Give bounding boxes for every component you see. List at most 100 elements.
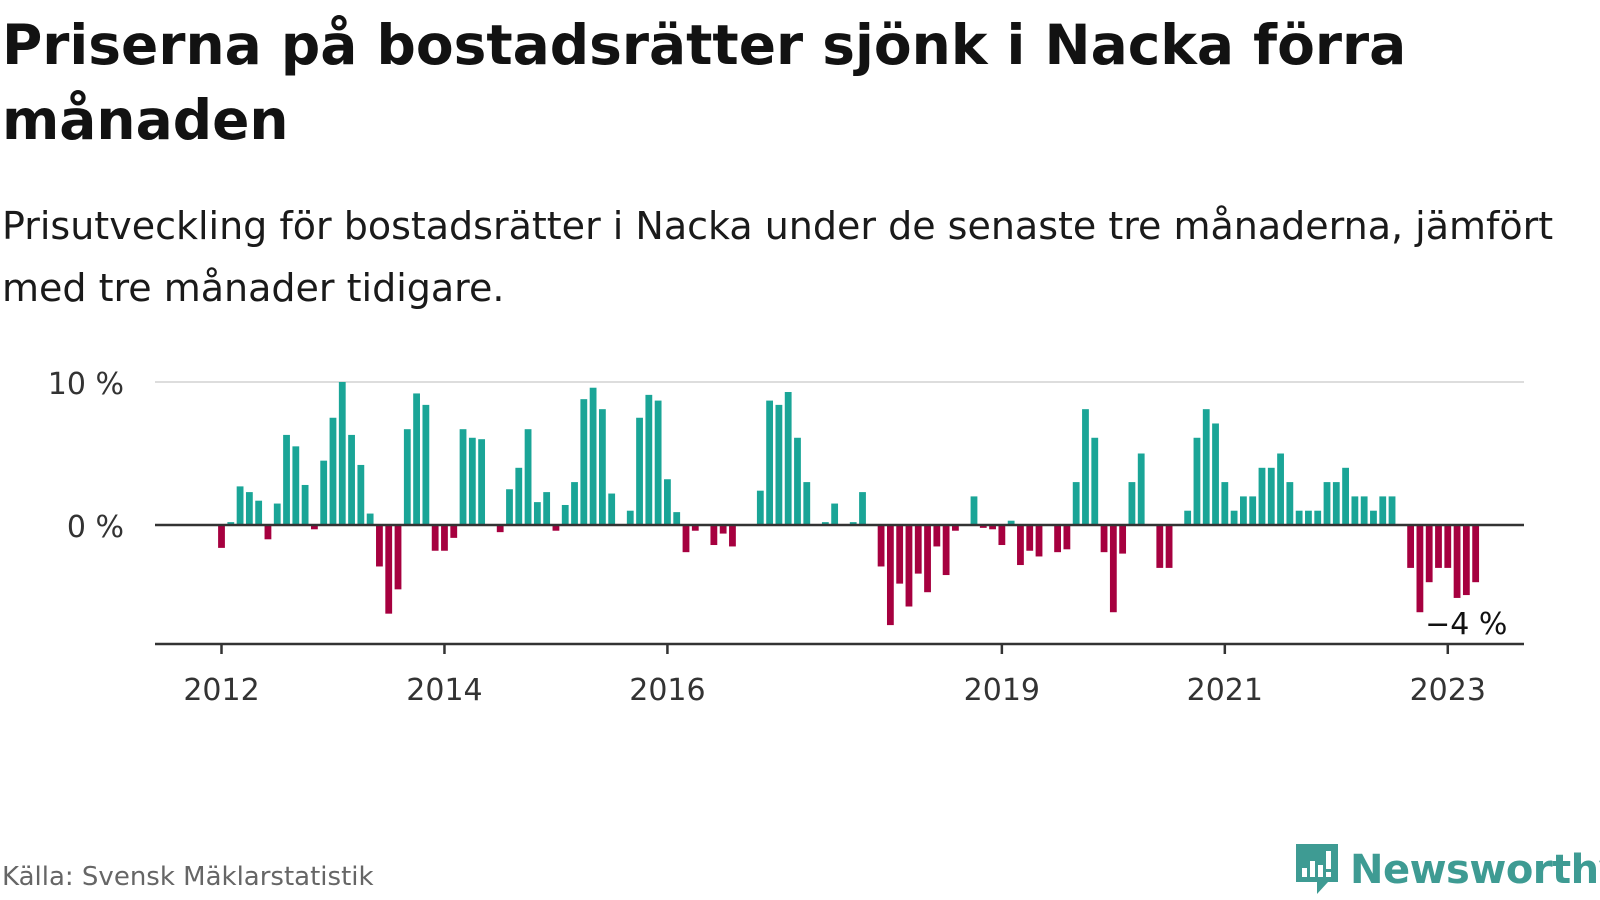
bar (1277, 453, 1284, 525)
x-tick-label: 2012 (183, 673, 259, 708)
bar (1128, 482, 1136, 525)
bar (784, 392, 792, 525)
bar (756, 490, 764, 525)
bar (1286, 482, 1294, 525)
bar (1425, 525, 1433, 583)
bar (1184, 510, 1192, 525)
bar (1119, 525, 1127, 554)
bar (952, 525, 959, 531)
bar (831, 503, 839, 525)
bar (403, 429, 411, 525)
bar (1370, 510, 1377, 525)
bar (338, 382, 346, 525)
bar (1342, 467, 1349, 525)
bar (283, 434, 290, 525)
bar (441, 525, 448, 551)
bar (1305, 510, 1312, 525)
bar (301, 484, 309, 525)
bar (515, 467, 523, 525)
bar (561, 504, 569, 525)
bar (1193, 437, 1201, 525)
y-tick-label: 0 % (67, 510, 124, 545)
bar (905, 525, 913, 607)
bar (849, 522, 857, 525)
bar (422, 404, 430, 525)
bar (998, 525, 1006, 546)
bar (1035, 525, 1043, 557)
bar (710, 525, 718, 546)
bar (1017, 525, 1024, 566)
bar (1212, 423, 1219, 525)
bar (1314, 510, 1322, 525)
bar (1258, 467, 1266, 525)
latest-value-label: −4 % (1425, 607, 1507, 642)
bar (608, 493, 616, 525)
bar (1267, 467, 1275, 525)
bar (552, 525, 560, 531)
bar (729, 525, 736, 547)
bar (533, 502, 541, 525)
bar (450, 525, 458, 538)
x-tick-label: 2016 (629, 673, 705, 708)
bar (218, 525, 225, 548)
bar (924, 525, 931, 593)
bar (989, 525, 996, 530)
bar (719, 525, 727, 534)
bar (385, 525, 393, 614)
bars (218, 382, 1480, 626)
bar (571, 482, 578, 525)
bar (273, 503, 281, 525)
bar (1109, 525, 1117, 613)
bar (877, 525, 885, 567)
bar (348, 434, 355, 525)
bar (859, 492, 866, 525)
bar (775, 404, 783, 525)
bar (1072, 482, 1080, 525)
bar (264, 525, 272, 540)
bar (468, 437, 476, 525)
bar (1063, 525, 1071, 550)
bar (1082, 409, 1089, 525)
bar (1462, 525, 1470, 596)
bar (431, 525, 439, 551)
y-axis-ticks: 0 % 10 % (48, 367, 124, 545)
bar (1100, 525, 1108, 553)
bar (1026, 525, 1034, 551)
bar-chart: 0 % 10 % 2012 2014 2016 2019 2021 2023 −4 % (48, 367, 1524, 708)
bar (1360, 496, 1368, 525)
bar (645, 394, 653, 525)
newsworthy-logo[interactable]: Newsworthy (1292, 842, 1600, 898)
bar (766, 400, 774, 525)
bar (1435, 525, 1442, 568)
bar (227, 522, 235, 525)
bar (589, 387, 597, 525)
chart-subtitle: Prisutveckling för bostadsrätter i Nacka… (2, 204, 1554, 310)
bar (636, 417, 643, 525)
bar (933, 525, 941, 547)
bar (1249, 496, 1257, 525)
bar (1388, 496, 1396, 525)
bar (329, 417, 337, 525)
x-tick-label: 2019 (964, 673, 1040, 708)
source-note: Källa: Svensk Mäklarstatistik (2, 862, 374, 892)
bar (1295, 510, 1303, 525)
bar (459, 429, 467, 525)
bar (1323, 482, 1331, 525)
bar (1202, 409, 1210, 525)
bar (979, 525, 987, 528)
bar (691, 525, 699, 531)
x-tick-label: 2021 (1187, 673, 1263, 708)
bar (255, 500, 263, 525)
bar (654, 400, 662, 525)
bar (942, 525, 950, 576)
bar (682, 525, 690, 553)
bar (626, 510, 634, 525)
bar (580, 399, 588, 525)
bar (1351, 496, 1359, 525)
bar (543, 492, 551, 525)
bar (1165, 525, 1173, 568)
bar (803, 482, 811, 525)
bar (292, 446, 300, 525)
bar (245, 492, 253, 525)
brand-name: Newsworthy (1350, 847, 1600, 893)
